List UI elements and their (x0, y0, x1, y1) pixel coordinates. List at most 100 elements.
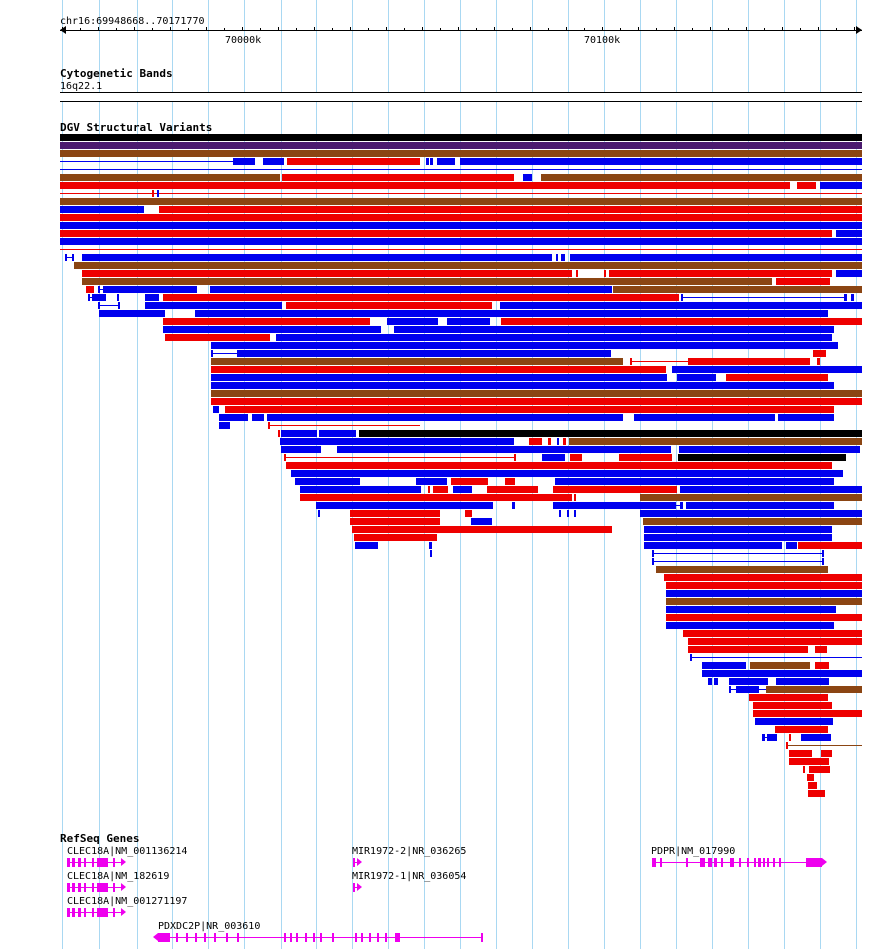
sv-feature-bar[interactable] (677, 374, 716, 381)
sv-feature-bar[interactable] (666, 614, 862, 621)
sv-feature-bar[interactable] (291, 470, 843, 477)
sv-feature-bar[interactable] (666, 622, 834, 629)
sv-feature-bar[interactable] (688, 358, 810, 365)
sv-feature-bar[interactable] (350, 518, 440, 525)
sv-feature-bar[interactable] (152, 190, 154, 197)
sv-feature-bar[interactable] (729, 678, 768, 685)
sv-feature-bar[interactable] (60, 198, 862, 205)
sv-feature-bar[interactable] (252, 414, 264, 421)
gene-clec18a-nm-001136214-exon[interactable] (113, 858, 115, 867)
gene-pdxdc2p-nr-003610-exon[interactable] (395, 933, 400, 942)
sv-feature-bar[interactable] (451, 478, 488, 485)
sv-feature-bar[interactable] (807, 774, 814, 781)
sv-feature-bar[interactable] (225, 406, 834, 413)
sv-feature-bar[interactable] (429, 542, 432, 549)
gene-pdpr-nm-017990-exon[interactable] (708, 858, 712, 867)
gene-pdxdc2p-nr-003610-exon[interactable] (296, 933, 298, 942)
sv-feature-bar[interactable] (570, 254, 862, 261)
sv-feature-bar[interactable] (678, 454, 846, 461)
sv-feature-bar[interactable] (145, 302, 282, 309)
sv-feature-bar[interactable] (487, 486, 538, 493)
sv-feature-bar[interactable] (789, 758, 829, 765)
sv-feature-bar[interactable] (60, 238, 862, 245)
sv-feature-bar[interactable] (268, 422, 270, 429)
gene-pdpr-nm-017990-exon[interactable] (773, 858, 775, 867)
gene-clec18a-nm-001271197-exon[interactable] (97, 908, 108, 917)
sv-feature-bar[interactable] (72, 254, 74, 261)
sv-feature-bar[interactable] (213, 406, 219, 413)
sv-feature-bar[interactable] (163, 318, 370, 325)
sv-feature-bar[interactable] (211, 398, 862, 405)
sv-feature-bar[interactable] (447, 318, 490, 325)
sv-feature-bar[interactable] (604, 270, 606, 277)
sv-feature-bar[interactable] (529, 438, 542, 445)
sv-feature-bar[interactable] (60, 230, 832, 237)
sv-feature-bar[interactable] (574, 494, 576, 501)
gene-clec18a-nm-001136214-exon[interactable] (97, 858, 108, 867)
gene-pdpr-nm-017990-exon[interactable] (660, 858, 662, 867)
sv-feature-bar[interactable] (801, 734, 831, 741)
sv-feature-bar[interactable] (281, 446, 321, 453)
sv-feature-bar[interactable] (514, 454, 516, 461)
sv-feature-bar[interactable] (576, 270, 578, 277)
sv-feature-bar[interactable] (749, 694, 828, 701)
sv-feature-bar[interactable] (60, 206, 144, 213)
sv-feature-bar[interactable] (278, 430, 280, 437)
sv-feature-bar[interactable] (553, 486, 677, 493)
gene-mir1972-2-nr-036265-exon[interactable] (353, 858, 355, 867)
sv-feature-bar[interactable] (666, 606, 836, 613)
sv-feature-bar[interactable] (680, 486, 862, 493)
gene-clec18a-nm-001136214-exon[interactable] (92, 858, 94, 867)
sv-feature-bar[interactable] (726, 374, 828, 381)
sv-feature-bar[interactable] (284, 454, 286, 461)
gene-pdpr-nm-017990-exon[interactable] (700, 858, 705, 867)
sv-feature-bar[interactable] (387, 318, 438, 325)
sv-feature-bar[interactable] (300, 494, 572, 501)
gene-pdpr-nm-017990-exon[interactable] (806, 858, 822, 867)
gene-pdpr-nm-017990-exon[interactable] (763, 858, 765, 867)
sv-feature-bar[interactable] (729, 686, 731, 693)
gene-pdxdc2p-nr-003610-exon[interactable] (176, 933, 178, 942)
sv-feature-bar[interactable] (672, 366, 862, 373)
gene-pdxdc2p-nr-003610-exon[interactable] (226, 933, 228, 942)
gene-clec18a-nm-001271197-exon[interactable] (67, 908, 70, 917)
sv-feature-bar[interactable] (789, 750, 812, 757)
sv-feature-bar[interactable] (195, 310, 828, 317)
gene-pdxdc2p-nr-003610-exon[interactable] (305, 933, 307, 942)
sv-feature-bar[interactable] (755, 718, 833, 725)
sv-feature-bar[interactable] (822, 558, 824, 565)
sv-feature-bar[interactable] (822, 550, 824, 557)
gene-clec18a-nm-182619-exon[interactable] (84, 883, 86, 892)
gene-pdpr-nm-017990-exon[interactable] (652, 858, 656, 867)
sv-feature-bar[interactable] (286, 302, 492, 309)
sv-feature-bar[interactable] (686, 502, 834, 509)
sv-feature-bar[interactable] (808, 782, 817, 789)
gene-pdxdc2p-nr-003610-exon[interactable] (284, 933, 286, 942)
sv-feature-bar[interactable] (776, 678, 829, 685)
sv-feature-bar[interactable] (211, 374, 667, 381)
sv-feature-bar[interactable] (702, 670, 862, 677)
gene-clec18a-nm-182619-exon[interactable] (113, 883, 115, 892)
sv-feature-bar[interactable] (664, 574, 862, 581)
sv-feature-bar[interactable] (619, 454, 672, 461)
gene-pdxdc2p-nr-003610-exon[interactable] (158, 933, 170, 942)
sv-feature-bar[interactable] (634, 414, 775, 421)
sv-feature-bar[interactable] (640, 510, 862, 517)
gene-clec18a-nm-001136214-exon[interactable] (84, 858, 86, 867)
sv-feature-bar[interactable] (500, 302, 862, 309)
sv-feature-bar[interactable] (644, 534, 832, 541)
sv-feature-bar[interactable] (318, 510, 320, 517)
sv-feature-bar[interactable] (430, 158, 433, 165)
sv-feature-bar[interactable] (609, 270, 832, 277)
sv-feature-bar[interactable] (753, 702, 832, 709)
sv-feature-bar[interactable] (556, 254, 558, 261)
sv-feature-bar[interactable] (815, 662, 829, 669)
sv-feature-bar[interactable] (145, 294, 159, 301)
gene-pdxdc2p-nr-003610-exon[interactable] (195, 933, 197, 942)
sv-feature-bar[interactable] (640, 494, 862, 501)
sv-feature-bar[interactable] (355, 542, 378, 549)
sv-feature-bar[interactable] (276, 334, 832, 341)
sv-feature-bar[interactable] (219, 414, 248, 421)
sv-feature-bar[interactable] (501, 318, 862, 325)
gene-clec18a-nm-182619-exon[interactable] (78, 883, 81, 892)
